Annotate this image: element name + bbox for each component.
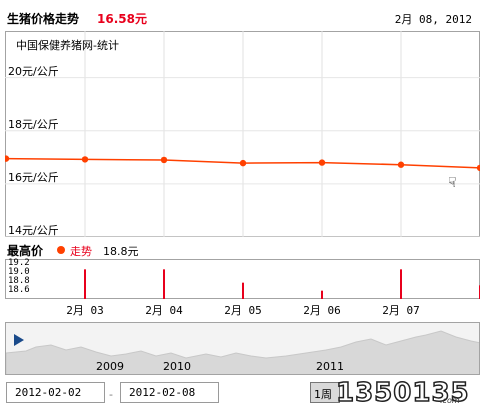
x-tick-label: 2月 03 <box>66 304 104 317</box>
max-price-bar <box>242 282 244 299</box>
sub-y-tick-label: 18.6 <box>8 285 30 295</box>
max-price-bar <box>84 269 86 299</box>
x-tick-label: 2月 04 <box>145 304 183 317</box>
max-price-bar <box>400 269 402 299</box>
current-date: 2月 08, 2012 <box>394 13 472 26</box>
x-tick-label: 2月 05 <box>224 304 262 317</box>
navigator-year: 2009 <box>96 360 124 373</box>
range-navigator[interactable] <box>5 322 480 375</box>
range-separator: - <box>109 388 113 401</box>
legend-value: 18.8元 <box>103 245 139 258</box>
sub-y-tick-label: 19.2 <box>8 258 30 268</box>
max-price-bar <box>321 290 323 299</box>
sub-chart-svg <box>84 269 480 299</box>
watermark-suffix: .com <box>440 396 460 405</box>
price-data-point[interactable] <box>318 159 326 166</box>
x-tick-label: 2月 06 <box>303 304 341 317</box>
price-data-point[interactable] <box>397 161 405 168</box>
navigator-year: 2010 <box>163 360 191 373</box>
start-date-input[interactable]: 2012-02-02 <box>6 382 105 403</box>
watermark-logo: 1350135 <box>335 377 470 409</box>
end-date-input[interactable]: 2012-02-08 <box>120 382 219 403</box>
current-price: 16.58元 <box>97 12 147 26</box>
legend-series-name: 走势 <box>70 245 92 258</box>
y-tick-label: 14元/公斤 <box>8 224 59 237</box>
one-week-button[interactable]: 1周 <box>310 382 340 403</box>
y-tick-label: 16元/公斤 <box>8 170 59 184</box>
sub-chart-title: 最高价 <box>7 244 44 258</box>
price-data-point[interactable] <box>239 159 247 167</box>
main-chart-svg <box>5 31 480 237</box>
max-price-bar <box>163 269 165 299</box>
max-price-bar <box>479 285 480 299</box>
y-tick-label: 18元/公斤 <box>8 117 59 131</box>
price-data-point[interactable] <box>160 156 168 164</box>
price-data-point[interactable] <box>5 155 10 162</box>
source-label: 中国保健养猪网-统计 <box>16 39 119 52</box>
navigator-area-svg <box>6 330 479 374</box>
chart-title: 生猪价格走势 <box>7 12 80 26</box>
play-icon[interactable] <box>14 334 24 346</box>
navigator-year: 2011 <box>316 360 344 373</box>
legend-dot-icon <box>57 246 65 254</box>
price-data-point[interactable] <box>81 156 89 163</box>
y-tick-label: 20元/公斤 <box>8 64 59 78</box>
price-data-point[interactable] <box>476 164 480 172</box>
sub-y-tick-label: 19.0 <box>8 267 30 277</box>
hand-cursor-icon: ☟ <box>448 175 457 191</box>
x-tick-label: 2月 07 <box>382 304 420 317</box>
sub-y-tick-label: 18.8 <box>8 276 30 286</box>
